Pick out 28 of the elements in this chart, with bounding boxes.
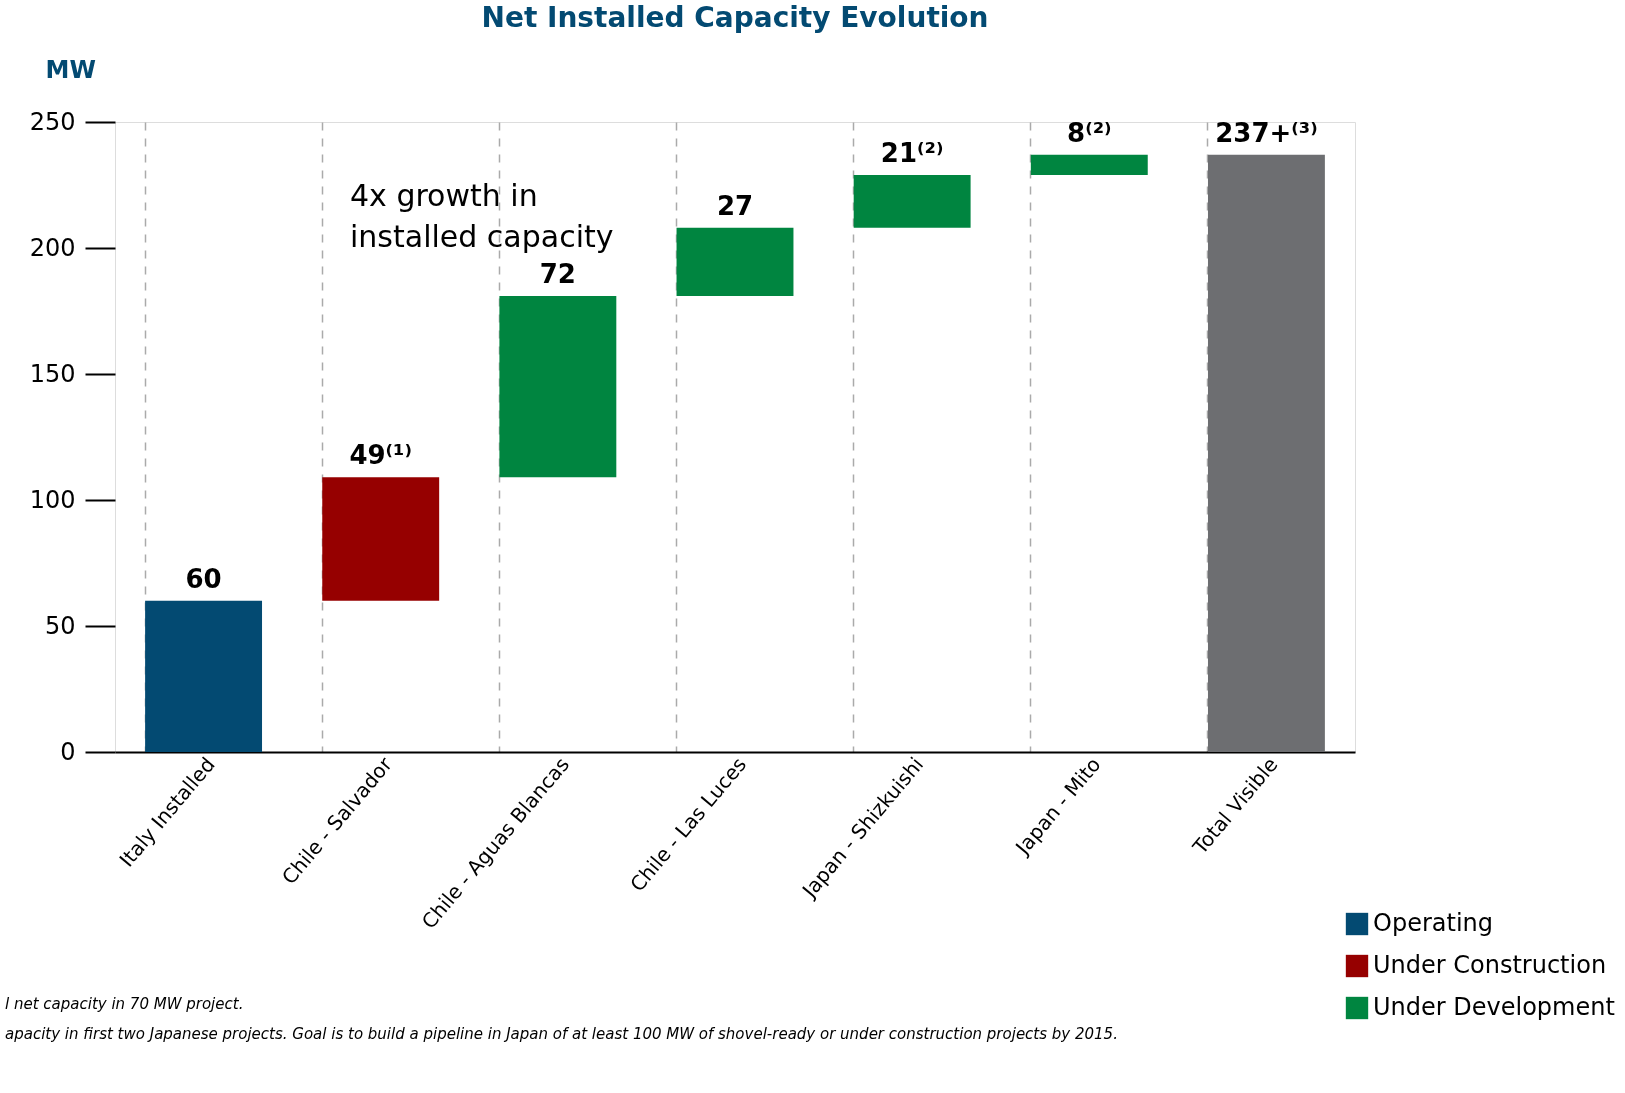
bar (1207, 154, 1325, 752)
data-label: 8⁽²⁾ (1067, 117, 1112, 148)
text: apacity in first two Japanese projects. Goal is to build a pipeline in Japan of at least 100 MW of shovel-ready or under construction projects by 2015. (5, 1025, 1118, 1043)
data-label: 27 (716, 190, 754, 221)
text: l net capacity in 70 MW project. (5, 995, 244, 1013)
data-label: 49⁽¹⁾ (349, 440, 412, 471)
y-tick-label: 50 (44, 611, 76, 640)
data-label: 60 (185, 563, 222, 594)
bar (676, 227, 794, 296)
y-tick-label: 200 (29, 233, 76, 262)
annotation: 4x growth in installed capacity (350, 178, 614, 254)
legend-label: Operating (1373, 909, 1493, 937)
chart-title: Net Installed Capacity Evolution (481, 1, 989, 34)
bar (145, 600, 263, 752)
bar (499, 295, 617, 478)
data-label: 237+⁽³⁾ (1215, 117, 1318, 148)
y-tick-label: 150 (29, 359, 76, 388)
y-tick-label: 100 (29, 485, 76, 514)
data-label: 72 (539, 258, 576, 289)
bar (322, 477, 440, 601)
y-tick-label: 250 (29, 107, 76, 136)
legend-label: Under Development (1373, 993, 1615, 1021)
bar (853, 174, 971, 228)
y-tick-label: 0 (60, 737, 76, 766)
y-axis-title: MW (45, 55, 96, 84)
data-label: 21⁽²⁾ (880, 137, 944, 168)
legend-label: Under Construction (1373, 951, 1607, 979)
bar (1030, 154, 1148, 175)
